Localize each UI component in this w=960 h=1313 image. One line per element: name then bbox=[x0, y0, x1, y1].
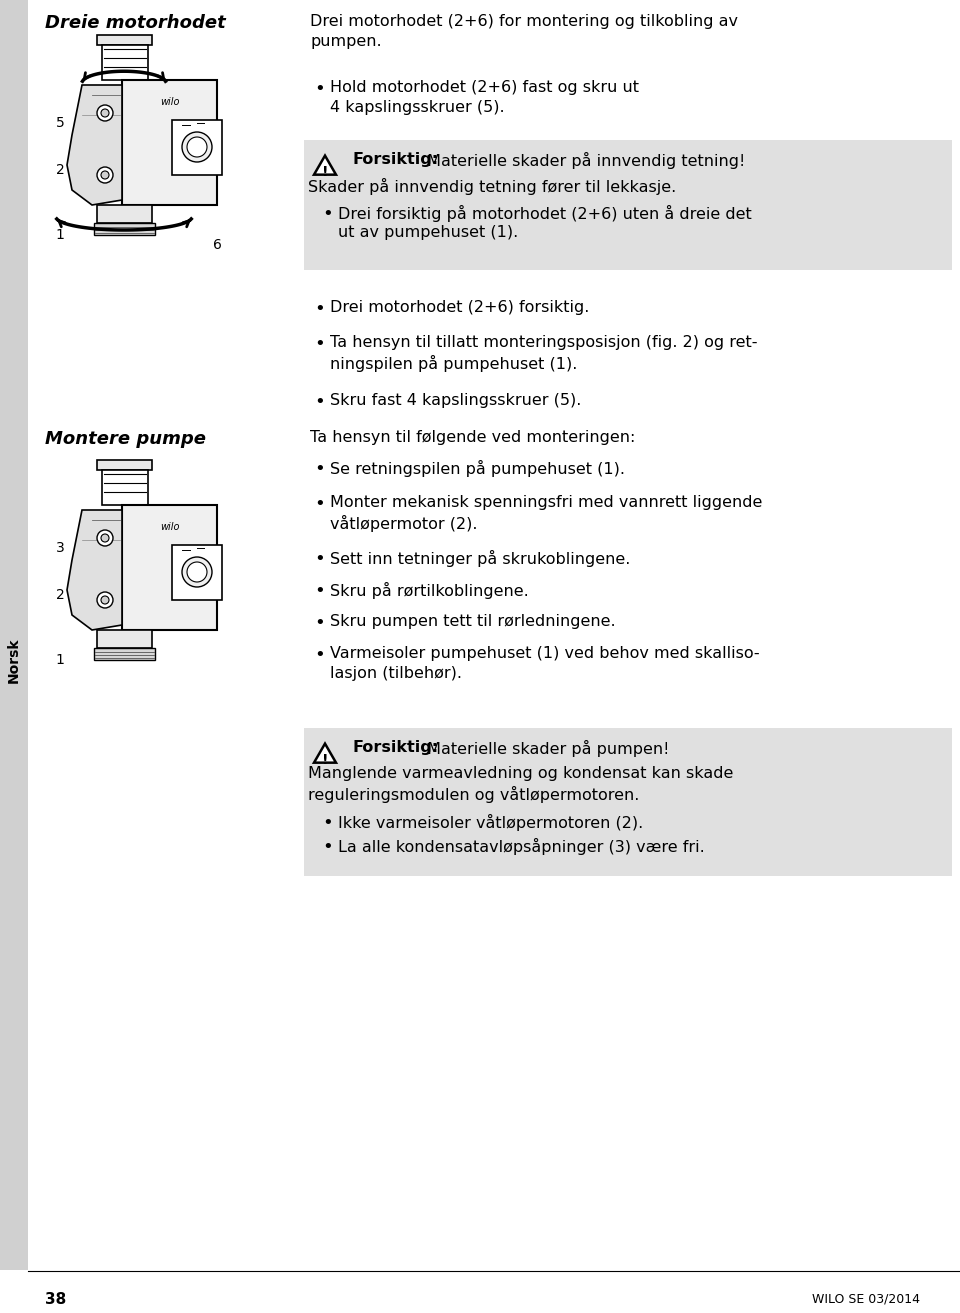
Text: Materielle skader på innvendig tetning!: Materielle skader på innvendig tetning! bbox=[422, 152, 745, 169]
Circle shape bbox=[182, 557, 212, 587]
Text: reguleringsmodulen og våtløpermotoren.: reguleringsmodulen og våtløpermotoren. bbox=[308, 786, 639, 804]
Bar bbox=[172, 545, 222, 600]
Text: Sett inn tetninger på skrukoblingene.: Sett inn tetninger på skrukoblingene. bbox=[330, 550, 631, 567]
Text: •: • bbox=[322, 814, 333, 832]
Text: Ta hensyn til tillatt monteringsposisjon (fig. 2) og ret-: Ta hensyn til tillatt monteringsposisjon… bbox=[330, 335, 757, 351]
Circle shape bbox=[101, 534, 109, 542]
Text: Ikke varmeisoler våtløpermotoren (2).: Ikke varmeisoler våtløpermotoren (2). bbox=[338, 814, 643, 831]
Circle shape bbox=[97, 105, 113, 121]
Text: wilo: wilo bbox=[160, 523, 180, 532]
Text: •: • bbox=[314, 299, 324, 318]
Bar bbox=[122, 80, 217, 205]
Text: La alle kondensatavløpsåpninger (3) være fri.: La alle kondensatavløpsåpninger (3) være… bbox=[338, 838, 705, 855]
Text: Montere pumpe: Montere pumpe bbox=[45, 429, 206, 448]
Text: lasjon (tilbehør).: lasjon (tilbehør). bbox=[330, 666, 462, 681]
Text: Drei motorhodet (2+6) for montering og tilkobling av: Drei motorhodet (2+6) for montering og t… bbox=[310, 14, 738, 29]
Text: Skru på rørtilkoblingene.: Skru på rørtilkoblingene. bbox=[330, 582, 529, 599]
Text: Manglende varmeavledning og kondensat kan skade: Manglende varmeavledning og kondensat ka… bbox=[308, 765, 733, 781]
Text: Skru fast 4 kapslingsskruer (5).: Skru fast 4 kapslingsskruer (5). bbox=[330, 393, 582, 408]
Text: •: • bbox=[314, 460, 324, 478]
Polygon shape bbox=[67, 85, 122, 205]
Bar bbox=[94, 223, 155, 235]
Text: 4 kapslingsskruer (5).: 4 kapslingsskruer (5). bbox=[330, 100, 505, 116]
Text: 6: 6 bbox=[212, 238, 222, 252]
Text: 38: 38 bbox=[45, 1292, 66, 1306]
Text: •: • bbox=[314, 80, 324, 98]
Text: Norsk: Norsk bbox=[7, 637, 21, 683]
Text: •: • bbox=[322, 838, 333, 856]
Text: 2: 2 bbox=[56, 163, 64, 177]
Circle shape bbox=[97, 530, 113, 546]
Text: Forsiktig:: Forsiktig: bbox=[352, 152, 438, 167]
Text: •: • bbox=[314, 495, 324, 513]
Text: våtløpermotor (2).: våtløpermotor (2). bbox=[330, 515, 477, 532]
Bar bbox=[304, 140, 952, 270]
Text: pumpen.: pumpen. bbox=[310, 34, 382, 49]
Text: Ta hensyn til følgende ved monteringen:: Ta hensyn til følgende ved monteringen: bbox=[310, 429, 636, 445]
Bar bbox=[97, 35, 152, 45]
Circle shape bbox=[101, 109, 109, 117]
Bar bbox=[97, 460, 152, 470]
Bar bbox=[172, 119, 222, 175]
Text: •: • bbox=[322, 205, 333, 223]
Text: •: • bbox=[314, 550, 324, 569]
Polygon shape bbox=[314, 743, 336, 763]
Text: •: • bbox=[314, 393, 324, 411]
Text: Forsiktig:: Forsiktig: bbox=[352, 741, 438, 755]
Text: 3: 3 bbox=[56, 541, 64, 555]
Text: Monter mekanisk spenningsfri med vannrett liggende: Monter mekanisk spenningsfri med vannret… bbox=[330, 495, 762, 509]
Text: 2: 2 bbox=[56, 588, 64, 601]
Text: Dreie motorhodet: Dreie motorhodet bbox=[45, 14, 226, 32]
Text: •: • bbox=[314, 614, 324, 632]
Text: Skru pumpen tett til rørledningene.: Skru pumpen tett til rørledningene. bbox=[330, 614, 615, 629]
Bar bbox=[304, 727, 952, 876]
Text: Skader på innvendig tetning fører til lekkasje.: Skader på innvendig tetning fører til le… bbox=[308, 179, 676, 196]
Text: Drei motorhodet (2+6) forsiktig.: Drei motorhodet (2+6) forsiktig. bbox=[330, 299, 589, 315]
Text: Se retningspilen på pumpehuset (1).: Se retningspilen på pumpehuset (1). bbox=[330, 460, 625, 477]
Text: •: • bbox=[314, 646, 324, 664]
Polygon shape bbox=[67, 509, 122, 630]
Bar bbox=[97, 205, 152, 223]
Text: Varmeisoler pumpehuset (1) ved behov med skalliso-: Varmeisoler pumpehuset (1) ved behov med… bbox=[330, 646, 759, 660]
Text: !: ! bbox=[322, 165, 328, 179]
Text: ut av pumpehuset (1).: ut av pumpehuset (1). bbox=[338, 225, 518, 240]
Text: Drei forsiktig på motorhodet (2+6) uten å dreie det: Drei forsiktig på motorhodet (2+6) uten … bbox=[338, 205, 752, 222]
Text: Materielle skader på pumpen!: Materielle skader på pumpen! bbox=[422, 741, 669, 758]
Circle shape bbox=[187, 562, 207, 582]
Circle shape bbox=[101, 171, 109, 179]
Circle shape bbox=[97, 592, 113, 608]
Text: 5: 5 bbox=[56, 116, 64, 130]
Bar bbox=[94, 649, 155, 660]
Circle shape bbox=[187, 137, 207, 158]
Bar bbox=[102, 45, 148, 80]
Bar bbox=[122, 506, 217, 630]
Text: 1: 1 bbox=[56, 228, 64, 242]
Circle shape bbox=[101, 596, 109, 604]
Text: •: • bbox=[314, 582, 324, 600]
Circle shape bbox=[182, 133, 212, 161]
Polygon shape bbox=[314, 156, 336, 175]
Text: ningspilen på pumpehuset (1).: ningspilen på pumpehuset (1). bbox=[330, 355, 577, 372]
Bar bbox=[0, 0, 28, 1270]
Circle shape bbox=[97, 167, 113, 183]
Text: wilo: wilo bbox=[160, 97, 180, 106]
Text: !: ! bbox=[322, 752, 328, 767]
Text: •: • bbox=[314, 335, 324, 353]
Text: 1: 1 bbox=[56, 653, 64, 667]
Bar bbox=[102, 470, 148, 506]
Bar bbox=[97, 630, 152, 649]
Text: WILO SE 03/2014: WILO SE 03/2014 bbox=[812, 1292, 920, 1305]
Text: Hold motorhodet (2+6) fast og skru ut: Hold motorhodet (2+6) fast og skru ut bbox=[330, 80, 639, 95]
